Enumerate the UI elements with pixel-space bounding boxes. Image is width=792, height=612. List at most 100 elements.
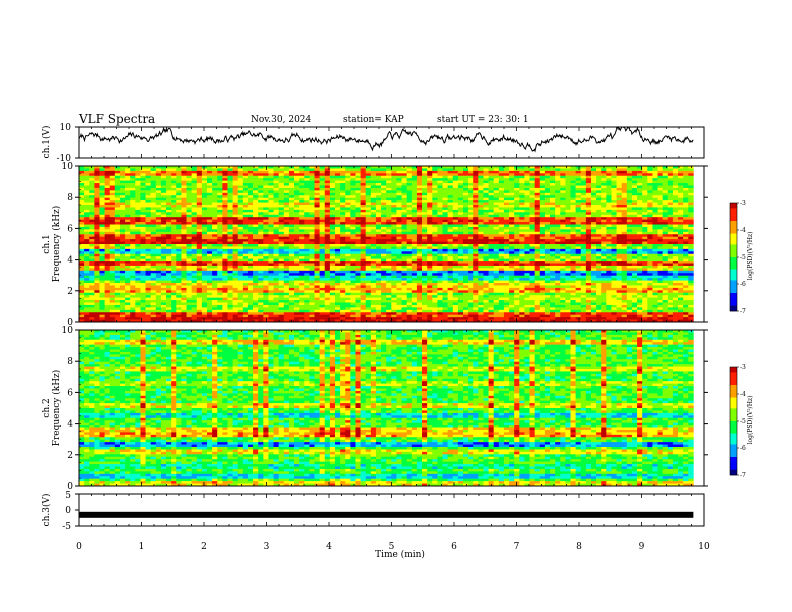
ch1-spectrogram-cell (309, 231, 315, 235)
ch1-spectrogram-cell (365, 173, 372, 177)
ch1-spectrogram-cell (319, 248, 326, 252)
ch1-spectrogram-cell (94, 219, 100, 223)
ch1-spectrogram-cell (334, 263, 341, 267)
ch1-spectrogram-cell (667, 192, 674, 196)
ch1-spectrogram-cell (652, 256, 658, 259)
ch1-spectrogram-cell (585, 187, 592, 191)
ch1-spectrogram-cell (462, 170, 469, 174)
ch1-spectrogram-cell (621, 202, 628, 206)
ch1-spectrogram-cell (329, 226, 336, 230)
ch1-spectrogram-cell (611, 248, 617, 252)
ch1-spectrogram-cell (309, 192, 315, 196)
ch1-spectrogram-cell (631, 239, 638, 242)
ch1-spectrogram-cell (242, 231, 249, 235)
ch1-spectrogram-cell (288, 256, 295, 259)
ch1-spectrogram-cell (155, 236, 162, 240)
ch1-spectrogram-cell (304, 190, 310, 194)
ch1-spectrogram-cell (181, 178, 187, 181)
ch1-spectrogram-cell (258, 185, 264, 189)
ch1-spectrogram-cell (294, 248, 300, 252)
ch1-spectrogram-cell (524, 185, 530, 189)
ch1-spectrogram-cell (437, 195, 443, 198)
ch1-spectrogram-cell (181, 248, 187, 252)
ch1-spectrogram-cell (683, 258, 689, 262)
ch1-spectrogram-cell (176, 207, 182, 211)
ch1-spectrogram-cell (688, 209, 694, 213)
ch1-spectrogram-cell (324, 261, 331, 264)
ch1-spectrogram-cell (539, 202, 546, 206)
ch1-spectrogram-cell (616, 217, 622, 220)
ch1-spectrogram-cell (130, 219, 136, 223)
ch1-spectrogram-cell (437, 253, 443, 257)
ch1-spectrogram-cell (457, 224, 464, 228)
ch1-spectrogram-cell (519, 224, 525, 228)
ch1-spectrogram-cell (570, 239, 576, 242)
ch1-spectrogram-cell (89, 263, 95, 267)
ch1-spectrogram-cell (145, 229, 151, 233)
ch1-spectrogram-cell (662, 175, 669, 179)
ch1-spectrogram-cell (201, 226, 208, 230)
ch1-spectrogram-cell (468, 175, 474, 179)
ch1-spectrogram-cell (473, 248, 479, 252)
ch1-spectrogram-cell (375, 263, 382, 267)
ch1-spectrogram-cell (422, 251, 428, 255)
ch1-spectrogram-cell (442, 244, 448, 247)
ch1-spectrogram-cell (442, 168, 448, 172)
ch1-spectrogram-cell (222, 219, 228, 223)
ch1-spectrogram-cell (130, 202, 136, 206)
ch1-spectrogram-cell (304, 258, 310, 262)
ch1-spectrogram-cell (473, 246, 479, 250)
ch1-spectrogram-cell (462, 178, 469, 181)
ch1-spectrogram-cell (652, 258, 658, 262)
ch1-spectrogram-cell (253, 248, 259, 252)
ch1-spectrogram-cell (652, 187, 658, 191)
ch1-spectrogram-cell (314, 239, 320, 242)
ch1-spectrogram-cell (191, 231, 198, 235)
ch1-spectrogram-cell (590, 241, 597, 245)
ch1-spectrogram-cell (324, 173, 331, 177)
ch1-spectrogram-cell (524, 217, 530, 220)
ch1-spectrogram-cell (319, 212, 326, 216)
ch1-spectrogram-cell (596, 168, 602, 172)
ch1-spectrogram-cell (355, 241, 361, 245)
ch1-spectrogram-cell (89, 202, 95, 206)
ch1-spectrogram-cell (140, 214, 146, 218)
ch1-spectrogram-cell (99, 170, 105, 174)
ch1-spectrogram-cell (242, 197, 249, 201)
ch1-spectrogram-cell (119, 166, 126, 169)
ch1-spectrogram-cell (416, 197, 423, 201)
ch1-spectrogram-cell (560, 253, 566, 257)
ch1-spectrogram-cell (160, 195, 167, 198)
ch1-spectrogram-cell (406, 185, 413, 189)
ch1-spectrogram-cell (416, 209, 423, 213)
ch1-spectrogram-cell (263, 190, 269, 194)
ch1-spectrogram-cell (186, 212, 192, 216)
ch1-spectrogram-cell (565, 180, 571, 184)
ch1-spectrogram-cell (457, 173, 464, 177)
ch1-spectrogram-cell (514, 253, 520, 257)
ch1-spectrogram-cell (406, 170, 413, 174)
ch1-spectrogram-cell (242, 205, 249, 208)
ch1-spectrogram-cell (79, 248, 85, 252)
ch1-spectrogram-cell (519, 222, 525, 225)
ch1-spectrogram-cell (329, 239, 336, 242)
ch1-spectrogram-cell (544, 202, 551, 206)
ch1-spectrogram-cell (575, 178, 582, 181)
ch1-spectrogram-cell (314, 197, 320, 201)
ch1-spectrogram-cell (580, 212, 587, 216)
ch1-spectrogram-cell (401, 175, 407, 179)
ch1-spectrogram-cell (447, 224, 454, 228)
ch1-spectrogram-cell (396, 185, 402, 189)
ch1-spectrogram-cell (432, 187, 438, 191)
ch1-spectrogram-cell (631, 241, 638, 245)
ch1-spectrogram-cell (171, 185, 177, 189)
ch1-spectrogram-cell (411, 168, 418, 172)
ch1-spectrogram-cell (427, 200, 433, 203)
ch1-spectrogram-cell (191, 168, 198, 172)
ch1-spectrogram-cell (99, 192, 105, 196)
ch1-spectrogram-cell (340, 178, 346, 181)
ch1-spectrogram-cell (283, 261, 290, 264)
ch1-spectrogram-cell (678, 180, 684, 184)
ch1-spectrogram-cell (345, 258, 351, 262)
ch1-spectrogram-cell (539, 195, 546, 198)
